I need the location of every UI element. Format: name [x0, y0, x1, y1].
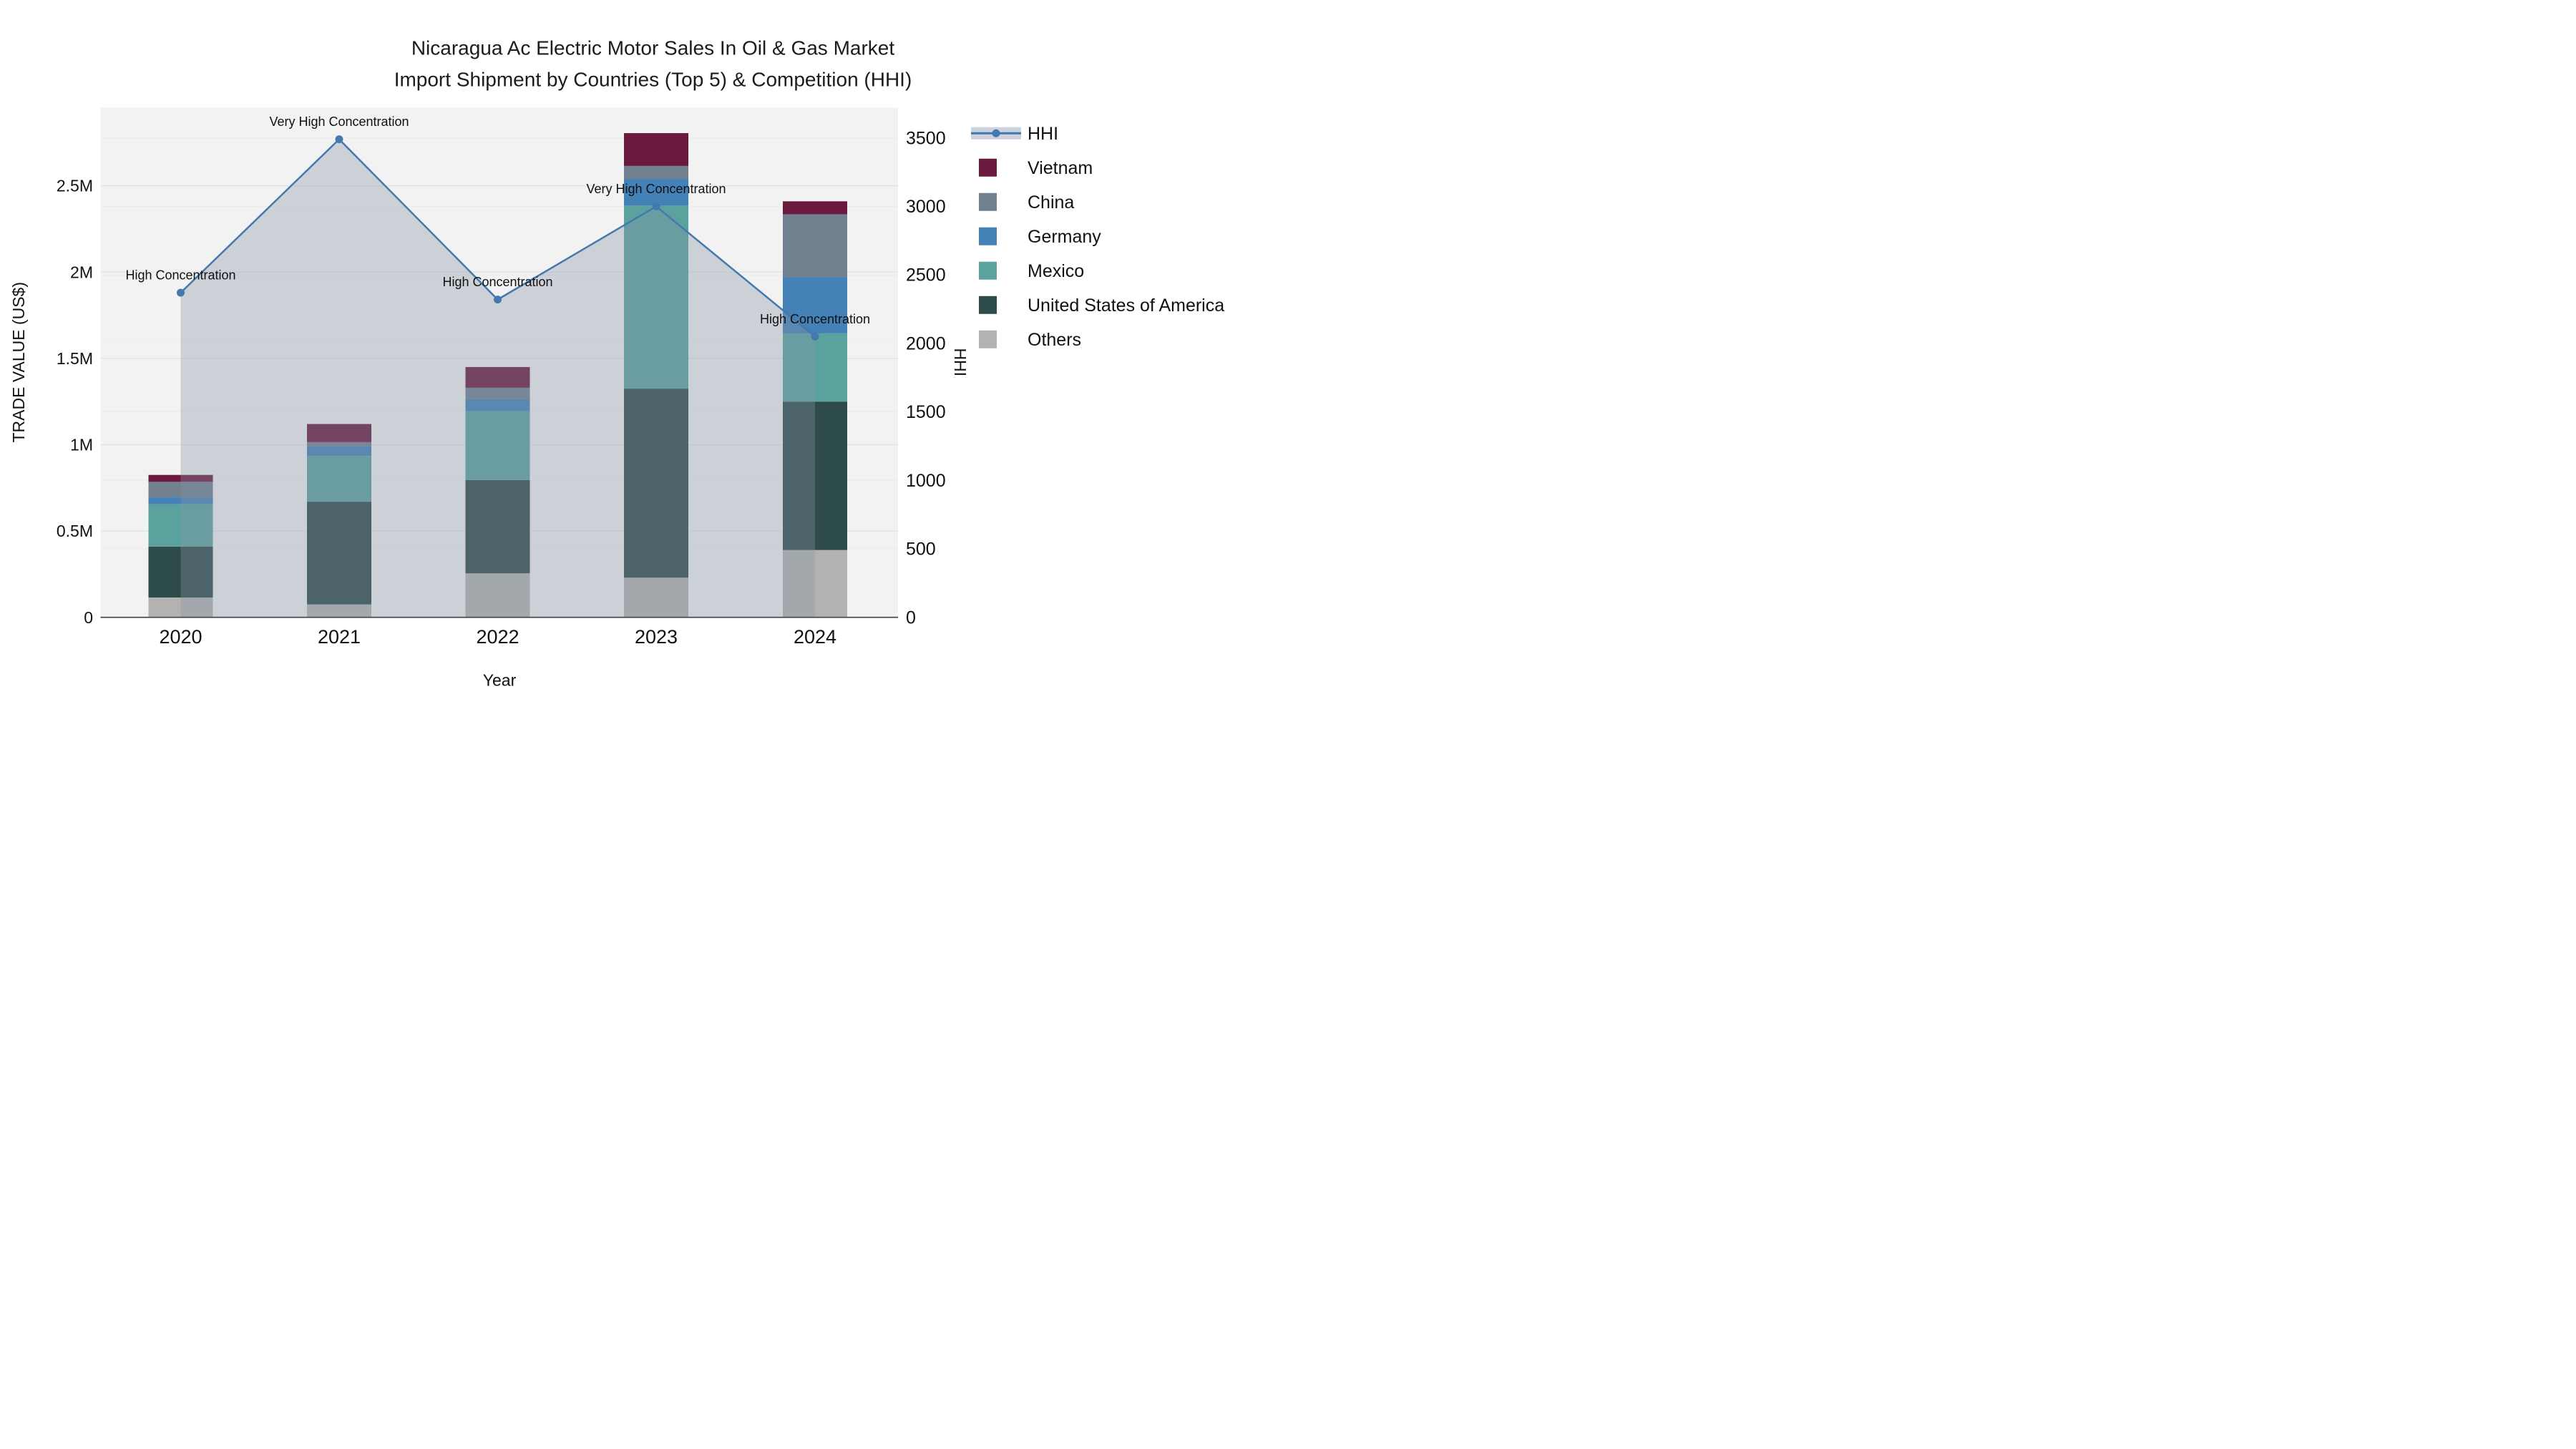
bar-2021-vietnam[interactable] — [307, 424, 371, 442]
annotation-2021: Very High Concentration — [269, 114, 409, 129]
x-tick-2020: 2020 — [159, 626, 202, 648]
chart-figure: Nicaragua Ac Electric Motor Sales In Oil… — [0, 0, 1288, 725]
x-tick-2024: 2024 — [794, 626, 836, 648]
y-tick-left-0: 0 — [84, 608, 93, 627]
y-axis-title-right: HHI — [951, 348, 970, 376]
y-tick-left-0.5M: 0.5M — [57, 522, 93, 540]
bar-2024-mexico[interactable] — [783, 333, 847, 402]
legend-item-mexico[interactable]: Mexico — [979, 261, 1084, 281]
bar-2023-others[interactable] — [624, 577, 688, 618]
legend-swatch-china — [979, 192, 997, 211]
legend-label: China — [1028, 192, 1074, 213]
annotation-2024: High Concentration — [760, 312, 870, 326]
y-tick-right-500: 500 — [906, 540, 936, 560]
chart-title-line1: Nicaragua Ac Electric Motor Sales In Oil… — [411, 36, 895, 59]
y-tick-right-3000: 3000 — [906, 197, 946, 217]
hhi-marker-2020[interactable] — [177, 288, 185, 297]
bar-2024-others[interactable] — [783, 550, 847, 618]
y-tick-left-1M: 1M — [70, 436, 93, 454]
bar-2021-china[interactable] — [307, 441, 371, 447]
y-tick-right-3500: 3500 — [906, 128, 946, 148]
legend: HHI Vietnam China Germany Mexico United State… — [971, 124, 1224, 350]
y-tick-right-2000: 2000 — [906, 333, 946, 353]
legend-label: United States of America — [1028, 296, 1224, 316]
legend-swatch-united-states-of-america — [979, 296, 997, 314]
y-tick-right-0: 0 — [906, 608, 916, 628]
bar-2022-mexico[interactable] — [465, 411, 530, 480]
annotation-2020: High Concentration — [125, 268, 235, 283]
bar-2020-united-states-of-america[interactable] — [148, 546, 213, 598]
y-tick-right-2500: 2500 — [906, 265, 946, 286]
bar-2020-germany[interactable] — [148, 497, 213, 504]
hhi-area-fill — [180, 139, 815, 618]
legend-item-germany[interactable]: Germany — [979, 227, 1101, 247]
legend-label: Others — [1028, 330, 1081, 350]
bar-2023-vietnam[interactable] — [624, 133, 688, 166]
bar-2023-united-states-of-america[interactable] — [624, 389, 688, 578]
bar-2020-vietnam[interactable] — [148, 474, 213, 482]
bar-2024-china[interactable] — [783, 214, 847, 278]
hhi-marker-2022[interactable] — [494, 296, 502, 304]
x-tick-2022: 2022 — [476, 626, 519, 648]
bar-2023-mexico[interactable] — [624, 205, 688, 389]
x-axis-title: Year — [483, 670, 517, 689]
bar-2022-germany[interactable] — [465, 399, 530, 411]
legend-item-others[interactable]: Others — [979, 330, 1081, 350]
plot-area: High Concentration Very High Concentratio… — [57, 107, 946, 648]
y-tick-left-2M: 2M — [70, 263, 93, 281]
bar-2020-china[interactable] — [148, 482, 213, 498]
legend-item-united-states-of-america[interactable]: United States of America — [979, 296, 1224, 316]
bar-2024-vietnam[interactable] — [783, 201, 847, 215]
legend-label: HHI — [1028, 124, 1058, 144]
bar-2021-others[interactable] — [307, 604, 371, 618]
bar-2020-others[interactable] — [148, 597, 213, 618]
hhi-marker-2023[interactable] — [652, 202, 660, 210]
y-tick-right-1500: 1500 — [906, 402, 946, 422]
x-tick-2021: 2021 — [318, 626, 361, 648]
legend-item-china[interactable]: China — [979, 192, 1074, 213]
legend-swatch-others — [979, 330, 997, 348]
chart-title-line2: Import Shipment by Countries (Top 5) & C… — [394, 68, 912, 90]
hhi-marker-2024[interactable] — [811, 332, 819, 341]
bar-2020-mexico[interactable] — [148, 504, 213, 547]
legend-label: Germany — [1028, 227, 1101, 247]
bar-2023-china[interactable] — [624, 165, 688, 179]
legend-item-vietnam[interactable]: Vietnam — [979, 158, 1093, 178]
bar-2021-mexico[interactable] — [307, 456, 371, 502]
bar-2021-germany[interactable] — [307, 446, 371, 457]
legend-swatch-germany — [979, 227, 997, 245]
legend-label: Vietnam — [1028, 158, 1093, 178]
bar-2022-china[interactable] — [465, 387, 530, 399]
bar-2024-united-states-of-america[interactable] — [783, 401, 847, 550]
y-tick-left-2.5M: 2.5M — [57, 177, 93, 195]
annotation-2022: High Concentration — [442, 275, 552, 289]
y-tick-left-1.5M: 1.5M — [57, 349, 93, 368]
legend-item-hhi[interactable]: HHI — [971, 124, 1058, 144]
hhi-marker-2021[interactable] — [335, 135, 343, 144]
x-tick-2023: 2023 — [635, 626, 678, 648]
legend-label: Mexico — [1028, 261, 1084, 281]
bar-2023-germany[interactable] — [624, 178, 688, 206]
y-tick-right-1000: 1000 — [906, 471, 946, 491]
bar-2024-germany[interactable] — [783, 277, 847, 333]
legend-swatch-vietnam — [979, 158, 997, 177]
bar-2022-united-states-of-america[interactable] — [465, 479, 530, 574]
bar-2022-others[interactable] — [465, 573, 530, 618]
hhi-marker-swatch — [992, 129, 1000, 137]
annotation-2023: Very High Concentration — [586, 182, 726, 196]
legend-swatch-mexico — [979, 261, 997, 280]
bar-2022-vietnam[interactable] — [465, 366, 530, 388]
y-axis-title-left: TRADE VALUE (US$) — [9, 282, 28, 443]
bar-2021-united-states-of-america[interactable] — [307, 502, 371, 605]
